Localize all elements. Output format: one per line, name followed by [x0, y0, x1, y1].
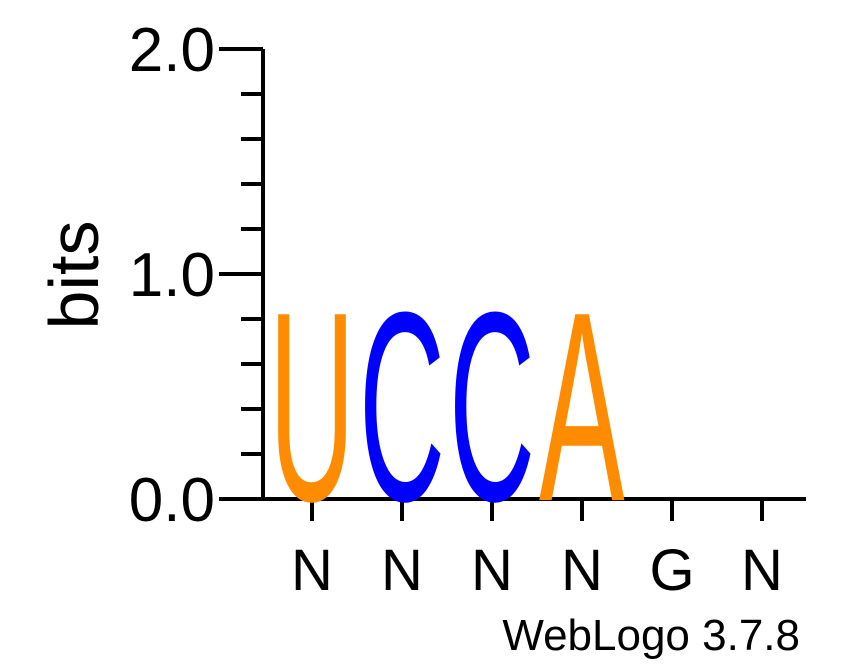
logo-letter-u: U — [269, 257, 355, 559]
y-tick-label: 1.0 — [129, 241, 215, 310]
weblogo-version-label: WebLogo 3.7.8 — [502, 611, 800, 660]
y-tick-label: 2.0 — [129, 16, 215, 85]
x-tick-label: G — [649, 538, 694, 603]
logo-letter-a: A — [539, 256, 625, 557]
logo-letter-c: C — [359, 257, 445, 559]
logo-letter-c: C — [449, 257, 535, 559]
x-tick-label: N — [381, 538, 423, 603]
x-tick-label: N — [741, 538, 783, 603]
y-axis: 0.0 1.0 2.0 — [129, 16, 265, 535]
y-tick-label: 0.0 — [129, 466, 215, 535]
y-axis-label: bits — [35, 221, 113, 330]
x-tick-label: N — [561, 538, 603, 603]
x-tick-label: N — [291, 538, 333, 603]
x-tick-label: N — [471, 538, 513, 603]
